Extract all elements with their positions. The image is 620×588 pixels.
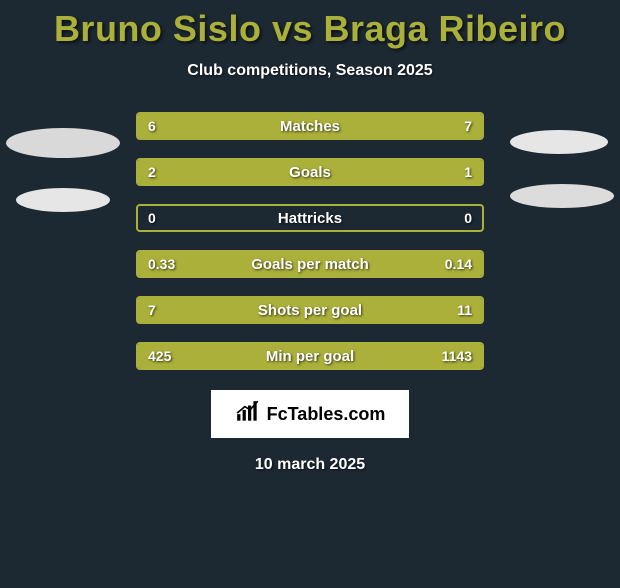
stat-value-left: 2 bbox=[148, 160, 156, 184]
chart-icon bbox=[235, 399, 261, 430]
stat-value-right: 11 bbox=[457, 298, 472, 322]
stat-value-left: 7 bbox=[148, 298, 156, 322]
stat-fill-left bbox=[138, 298, 272, 322]
fctables-badge: FcTables.com bbox=[211, 390, 409, 438]
stat-value-left: 0 bbox=[148, 206, 156, 230]
decor-oval bbox=[510, 184, 614, 208]
decor-oval bbox=[510, 130, 608, 154]
stat-row: 4251143Min per goal bbox=[136, 342, 484, 370]
stat-value-right: 1143 bbox=[442, 344, 472, 368]
stat-value-left: 6 bbox=[148, 114, 156, 138]
badge-text: FcTables.com bbox=[267, 404, 386, 425]
decor-ovals-right bbox=[510, 130, 614, 208]
stat-row: 0.330.14Goals per match bbox=[136, 250, 484, 278]
decor-oval bbox=[16, 188, 110, 212]
stat-value-left: 0.33 bbox=[148, 252, 175, 276]
comparison-bars: 67Matches21Goals00Hattricks0.330.14Goals… bbox=[136, 112, 484, 370]
stat-value-right: 1 bbox=[464, 160, 472, 184]
stat-fill-left bbox=[138, 160, 368, 184]
date-text: 10 march 2025 bbox=[0, 456, 620, 474]
stat-row: 21Goals bbox=[136, 158, 484, 186]
decor-ovals-left bbox=[6, 128, 120, 212]
stat-label: Hattricks bbox=[138, 206, 482, 230]
stat-row: 67Matches bbox=[136, 112, 484, 140]
stat-row: 0 0Hattricks bbox=[136, 204, 484, 232]
stat-fill-right bbox=[296, 114, 482, 138]
decor-oval bbox=[6, 128, 120, 158]
stat-value-right: 0 bbox=[464, 206, 472, 230]
page-title: Bruno Sislo vs Braga Ribeiro bbox=[0, 8, 620, 50]
stat-fill-right bbox=[272, 298, 482, 322]
stat-value-right: 0.14 bbox=[445, 252, 472, 276]
stat-fill-left bbox=[138, 114, 296, 138]
page-subtitle: Club competitions, Season 2025 bbox=[0, 62, 620, 80]
stat-value-right: 7 bbox=[464, 114, 472, 138]
stat-row: 711Shots per goal bbox=[136, 296, 484, 324]
stat-value-left: 425 bbox=[148, 344, 171, 368]
